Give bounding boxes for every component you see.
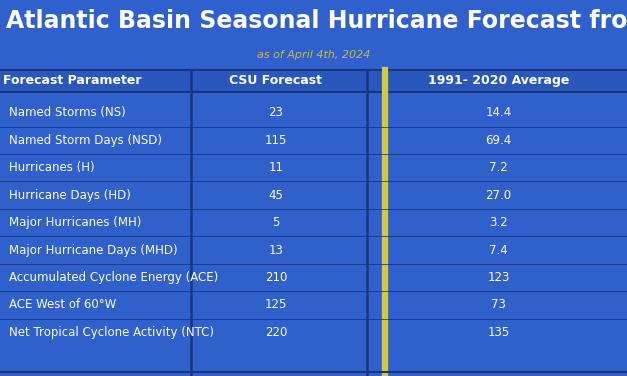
- Text: 1991- 2020 Average: 1991- 2020 Average: [428, 74, 569, 87]
- Text: 13: 13: [268, 244, 283, 256]
- Text: Major Hurricanes (MH): Major Hurricanes (MH): [9, 216, 142, 229]
- Text: Major Hurricane Days (MHD): Major Hurricane Days (MHD): [9, 244, 178, 256]
- Text: 73: 73: [491, 299, 506, 311]
- Text: 5: 5: [272, 216, 280, 229]
- Text: 3.2: 3.2: [489, 216, 508, 229]
- Text: Forecast Parameter: Forecast Parameter: [3, 74, 142, 87]
- Text: 7.2: 7.2: [489, 161, 508, 174]
- Text: Hurricane Days (HD): Hurricane Days (HD): [9, 189, 131, 202]
- Text: Named Storm Days (NSD): Named Storm Days (NSD): [9, 134, 162, 147]
- Text: 11: 11: [268, 161, 283, 174]
- Text: 7.4: 7.4: [489, 244, 508, 256]
- Text: 45: 45: [268, 189, 283, 202]
- Text: Atlantic Basin Seasonal Hurricane Forecast from CSU: Atlantic Basin Seasonal Hurricane Foreca…: [6, 9, 627, 33]
- Text: 69.4: 69.4: [485, 134, 512, 147]
- Text: 210: 210: [265, 271, 287, 284]
- Text: 123: 123: [487, 271, 510, 284]
- Text: Accumulated Cyclone Energy (ACE): Accumulated Cyclone Energy (ACE): [9, 271, 219, 284]
- Text: 115: 115: [265, 134, 287, 147]
- Text: 135: 135: [487, 326, 510, 339]
- Text: Hurricanes (H): Hurricanes (H): [9, 161, 95, 174]
- Text: as of April 4th, 2024: as of April 4th, 2024: [257, 50, 370, 60]
- Text: ACE West of 60°W: ACE West of 60°W: [9, 299, 117, 311]
- Text: 220: 220: [265, 326, 287, 339]
- Text: Net Tropical Cyclone Activity (NTC): Net Tropical Cyclone Activity (NTC): [9, 326, 214, 339]
- Text: Named Storms (NS): Named Storms (NS): [9, 106, 126, 119]
- FancyBboxPatch shape: [0, 70, 627, 92]
- Text: CSU Forecast: CSU Forecast: [229, 74, 322, 87]
- Text: 125: 125: [265, 299, 287, 311]
- Text: 14.4: 14.4: [485, 106, 512, 119]
- Text: 23: 23: [268, 106, 283, 119]
- Text: 27.0: 27.0: [485, 189, 512, 202]
